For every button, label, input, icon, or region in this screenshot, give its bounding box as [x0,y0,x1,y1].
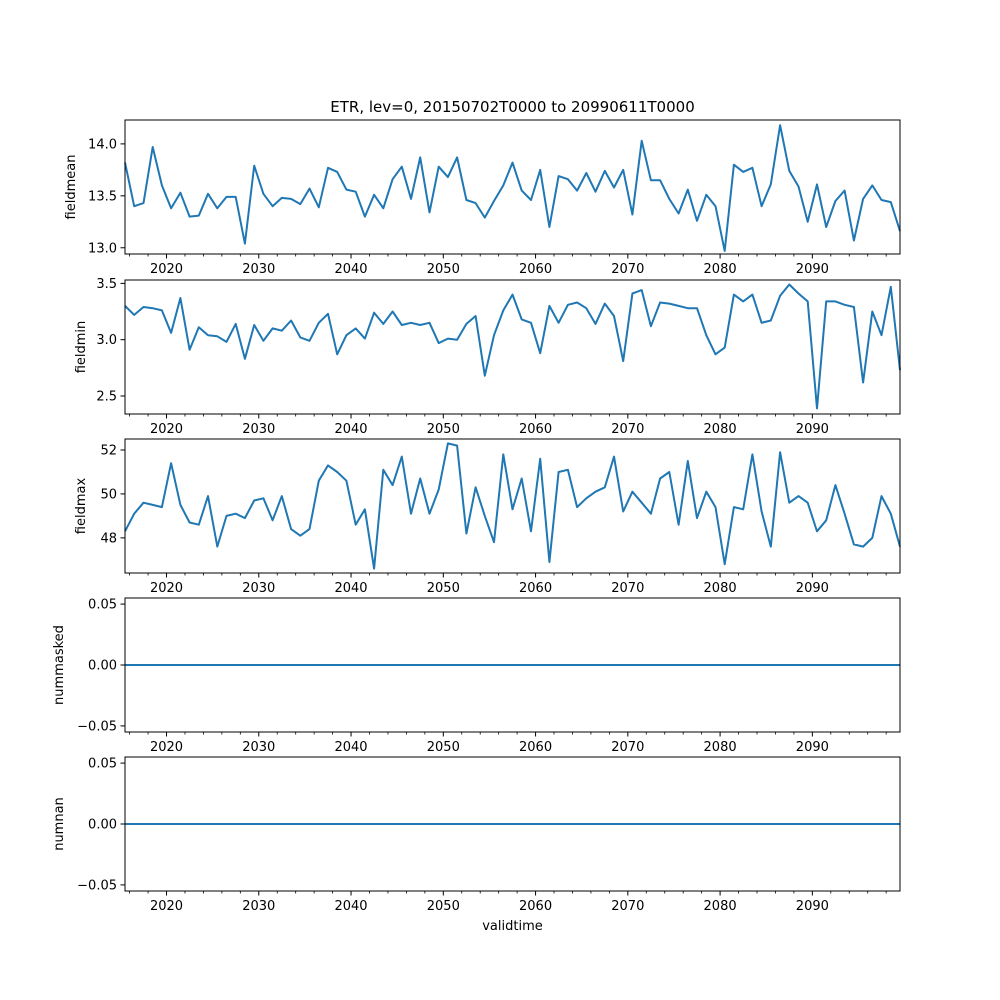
subplot-fieldmean: 2020 2030 2040 2050 2060 2070 2080 2090 13.0 13.5… [64,98,901,277]
y-axis-label: nummasked [52,625,67,705]
x-tick-label: 2060 [519,262,552,277]
y-tick-label: −0.05 [77,719,117,734]
subplot-numnan: 2020 2030 2040 2050 2060 2070 2080 2090 −0.05 0.0… [52,756,901,934]
y-axis-label: numnan [52,797,67,851]
y-tick-label: 14.0 [88,137,117,152]
y-tick-label: 0.05 [88,757,117,772]
x-tick-label: 2080 [704,422,737,437]
x-tick-label: 2030 [242,262,275,277]
x-tick-label: 2090 [796,740,829,755]
x-tick-label: 2030 [242,740,275,755]
subplot-fieldmin: 2020 2030 2040 2050 2060 2070 2080 2090 2.5 3.0 3.… [74,277,901,437]
x-tick-label: 2090 [796,581,829,596]
x-tick-label: 2050 [427,262,460,277]
series-line-fieldmax [124,442,901,570]
x-tick-label: 2040 [334,422,367,437]
x-axis-label: validtime [482,919,543,934]
series-line-fieldmean [124,124,901,252]
x-tick-label: 2020 [150,899,183,914]
x-tick-label: 2030 [242,899,275,914]
x-tick-label: 2040 [334,899,367,914]
x-tick-label: 2080 [704,581,737,596]
x-tick-label: 2070 [611,422,644,437]
x-tick-label: 2060 [519,581,552,596]
x-tick-label: 2050 [427,581,460,596]
x-tick-label: 2070 [611,899,644,914]
y-axis-label: fieldmax [74,478,89,535]
x-tick-label: 2040 [334,740,367,755]
x-tick-label: 2020 [150,262,183,277]
axes-frame [124,438,901,574]
y-tick-label: 13.5 [88,189,117,204]
y-tick-label: 0.00 [88,818,117,833]
x-tick-label: 2020 [150,740,183,755]
x-tick-label: 2070 [611,581,644,596]
y-axis-label: fieldmean [64,155,79,220]
x-tick-label: 2060 [519,899,552,914]
y-tick-label: 3.5 [96,277,117,292]
y-tick-label: 0.00 [88,659,117,674]
x-tick-label: 2090 [796,262,829,277]
x-tick-label: 2080 [704,262,737,277]
x-tick-label: 2060 [519,422,552,437]
x-tick-label: 2030 [242,581,275,596]
x-tick-label: 2070 [611,740,644,755]
y-tick-label: −0.05 [77,878,117,893]
x-tick-label: 2080 [704,899,737,914]
axes-frame [124,279,901,415]
x-tick-label: 2020 [150,581,183,596]
x-tick-label: 2050 [427,422,460,437]
x-tick-label: 2080 [704,740,737,755]
y-tick-label: 13.0 [88,241,117,256]
x-tick-label: 2050 [427,899,460,914]
x-tick-label: 2020 [150,422,183,437]
series-line-fieldmin [124,283,901,410]
y-tick-label: 52 [100,443,117,458]
subplot-nummasked: 2020 2030 2040 2050 2060 2070 2080 2090 −0.05 0.0… [52,597,901,755]
subplot-fieldmax: 2020 2030 2040 2050 2060 2070 2080 2090 48 50 52 fi… [74,438,901,596]
y-tick-label: 50 [100,487,117,502]
x-tick-label: 2070 [611,262,644,277]
x-tick-label: 2040 [334,581,367,596]
y-tick-label: 48 [100,531,117,546]
y-tick-label: 0.05 [88,598,117,613]
x-tick-label: 2060 [519,740,552,755]
x-tick-label: 2090 [796,899,829,914]
chart-title: ETR, lev=0, 20150702T0000 to 20990611T00… [330,98,694,116]
y-axis-label: fieldmin [74,321,89,374]
x-tick-label: 2090 [796,422,829,437]
y-tick-label: 2.5 [96,389,117,404]
axes-frame [124,119,901,255]
x-tick-label: 2040 [334,262,367,277]
y-tick-label: 3.0 [96,333,117,348]
x-tick-label: 2050 [427,740,460,755]
x-tick-label: 2030 [242,422,275,437]
